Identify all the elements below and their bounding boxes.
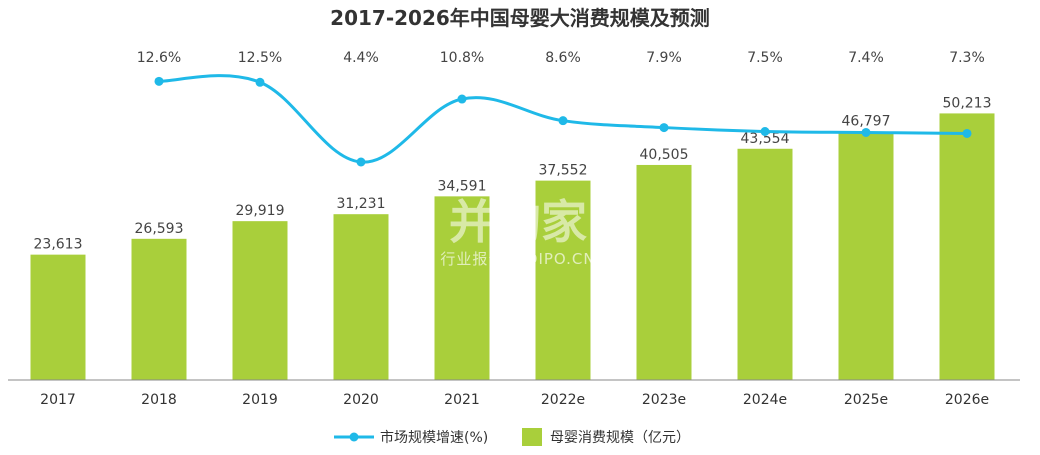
bar-2025e bbox=[838, 131, 894, 380]
growth-value-label: 12.6% bbox=[137, 50, 181, 66]
bar-value-label: 29,919 bbox=[236, 203, 285, 219]
growth-value-label: 7.5% bbox=[747, 50, 783, 66]
x-tick-label: 2026e bbox=[945, 392, 989, 408]
growth-point-2018 bbox=[154, 76, 164, 86]
growth-value-label: 7.9% bbox=[646, 50, 682, 66]
bar-value-label: 34,591 bbox=[438, 178, 487, 194]
x-tick-label: 2017 bbox=[40, 392, 76, 408]
legend: 市场规模增速(%) 母婴消费规模（亿元） bbox=[334, 428, 690, 446]
legend-label-consumption: 母婴消费规模（亿元） bbox=[550, 430, 690, 446]
bar-2020 bbox=[333, 214, 389, 380]
bar-value-label: 40,505 bbox=[640, 147, 689, 163]
bar-value-label: 46,797 bbox=[842, 114, 891, 130]
growth-point-2022e bbox=[558, 116, 568, 126]
bar-2019 bbox=[232, 221, 288, 380]
growth-point-2021 bbox=[457, 94, 467, 104]
watermark: 并购家 行业报告 IPOIPO.CN bbox=[440, 195, 595, 268]
bar-value-label: 31,231 bbox=[337, 196, 386, 212]
growth-point-2025e bbox=[861, 127, 871, 137]
bar-value-label: 26,593 bbox=[135, 221, 184, 237]
chart-title: 2017-2026年中国母婴大消费规模及预测 bbox=[330, 6, 710, 30]
bar-2024e bbox=[737, 148, 793, 380]
growth-value-label: 12.5% bbox=[238, 50, 282, 66]
bar-2017 bbox=[30, 254, 86, 380]
legend-line-marker bbox=[349, 432, 359, 442]
growth-value-label: 10.8% bbox=[440, 50, 484, 66]
watermark-sub: 行业报告 IPOIPO.CN bbox=[440, 250, 595, 268]
bar-value-label: 23,613 bbox=[34, 237, 83, 253]
x-axis-ticks: 2017 2018 2019 2020 2021 2022e 2023e 2024e 2025e… bbox=[40, 392, 989, 408]
x-tick-label: 2020 bbox=[343, 392, 379, 408]
growth-value-label: 7.3% bbox=[949, 50, 985, 66]
x-tick-label: 2019 bbox=[242, 392, 278, 408]
bar-series: 23,613 26,593 29,919 31,231 34,591 37,552 40,5… bbox=[30, 95, 995, 381]
bar-value-label: 50,213 bbox=[943, 95, 992, 111]
x-tick-label: 2018 bbox=[141, 392, 177, 408]
growth-point-2020 bbox=[356, 157, 366, 167]
growth-point-2024e bbox=[760, 127, 770, 136]
growth-value-label: 7.4% bbox=[848, 50, 884, 66]
bar-value-label: 37,552 bbox=[539, 163, 588, 179]
bar-value-label: 43,554 bbox=[741, 131, 790, 147]
x-tick-label: 2021 bbox=[444, 392, 480, 408]
growth-point-2026e bbox=[962, 128, 972, 138]
line-series: 12.6% 12.5% 4.4% 10.8% 8.6% 7.9% 7.5% 7.4% 7.3% bbox=[137, 50, 985, 167]
watermark-brand: 并购家 bbox=[449, 195, 587, 249]
bar-2026e bbox=[939, 113, 995, 381]
growth-value-label: 8.6% bbox=[545, 50, 581, 66]
bar-2021 bbox=[434, 196, 490, 380]
x-tick-label: 2025e bbox=[844, 392, 888, 408]
growth-point-2019 bbox=[255, 77, 265, 87]
x-tick-label: 2022e bbox=[541, 392, 585, 408]
bar-2022e bbox=[535, 180, 591, 380]
growth-point-2023e bbox=[659, 123, 669, 133]
bar-2018 bbox=[131, 238, 187, 380]
legend-label-growth: 市场规模增速(%) bbox=[380, 429, 488, 446]
bar-2023e bbox=[636, 164, 692, 380]
x-tick-label: 2024e bbox=[743, 392, 787, 408]
legend-bar-swatch bbox=[522, 428, 542, 446]
growth-value-label: 4.4% bbox=[343, 50, 379, 66]
x-tick-label: 2023e bbox=[642, 392, 686, 408]
